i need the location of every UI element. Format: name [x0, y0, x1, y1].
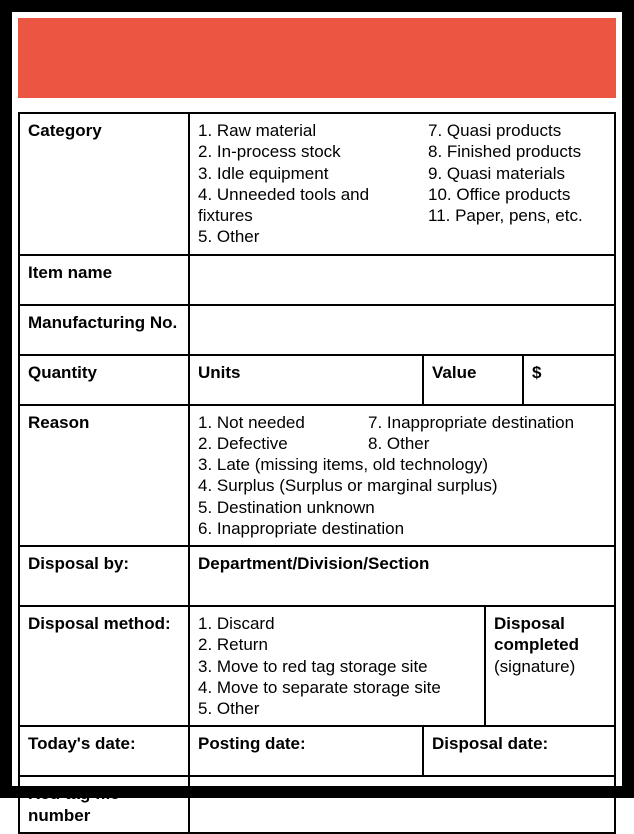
row-disposal-by: Disposal by: Department/Division/Section [20, 547, 614, 607]
reason-content: 1. Not needed 2. Defective 7. Inappropri… [190, 406, 614, 546]
reason-list-a-top: 1. Not needed 2. Defective [198, 412, 368, 455]
label-disposal-date: Disposal date: [424, 727, 614, 775]
list-item: 3. Move to red tag storage site [198, 656, 476, 677]
label-disposal-by: Disposal by: [20, 547, 190, 605]
label-red-tag: Red tag file number [20, 777, 190, 832]
disposal-by-value: Department/Division/Section [190, 547, 614, 605]
row-disposal-method: Disposal method: 1. Discard2. Return3. M… [20, 607, 614, 727]
red-tag-value[interactable] [190, 777, 614, 832]
list-item: 5. Other [198, 226, 428, 247]
list-item: 7. Inappropriate destination [368, 412, 574, 433]
signature-label: (signature) [494, 657, 575, 676]
reason-item: 3. Late (missing items, old technology) [198, 454, 606, 475]
list-item: 4. Move to separate storage site [198, 677, 476, 698]
list-item: 1. Discard [198, 613, 476, 634]
label-disposal-method: Disposal method: [20, 607, 190, 725]
label-posting-date: Posting date: [190, 727, 424, 775]
row-category: Category 1. Raw material2. In-process st… [20, 114, 614, 256]
label-todays-date: Today's date: [20, 727, 190, 775]
label-quantity: Quantity [20, 356, 190, 404]
form-container: Category 1. Raw material2. In-process st… [0, 0, 634, 798]
label-reason: Reason [20, 406, 190, 546]
disposal-completed-box[interactable]: Disposal completed (signature) [484, 607, 614, 725]
label-category: Category [20, 114, 190, 254]
row-dates: Today's date: Posting date: Disposal dat… [20, 727, 614, 777]
list-item: 7. Quasi products [428, 120, 606, 141]
row-mfg-no: Manufacturing No. [20, 306, 614, 356]
category-list-b: 7. Quasi products8. Finished products9. … [428, 120, 606, 248]
list-item: 9. Quasi materials [428, 163, 606, 184]
list-item: 2. In-process stock [198, 141, 428, 162]
reason-item: 4. Surplus (Surplus or marginal surplus) [198, 475, 606, 496]
label-dollar: $ [524, 356, 614, 404]
list-item: 10. Office products [428, 184, 606, 205]
list-item: 1. Raw material [198, 120, 428, 141]
disposal-method-list: 1. Discard2. Return3. Move to red tag st… [198, 613, 476, 719]
item-name-value[interactable] [190, 256, 614, 304]
list-item: 8. Other [368, 433, 574, 454]
disposal-method-list-wrap: 1. Discard2. Return3. Move to red tag st… [190, 607, 484, 725]
disposal-completed-label: Disposal completed [494, 613, 606, 656]
reason-item: 2. Defective [198, 433, 368, 454]
reason-item: 6. Inappropriate destination [198, 518, 606, 539]
reason-item: 5. Destination unknown [198, 497, 606, 518]
list-item: 5. Other [198, 698, 476, 719]
reason-item: 1. Not needed [198, 412, 368, 433]
list-item: 8. Finished products [428, 141, 606, 162]
list-item: 3. Idle equipment [198, 163, 428, 184]
category-content: 1. Raw material2. In-process stock3. Idl… [190, 114, 614, 254]
label-value: Value [424, 356, 524, 404]
category-list-a: 1. Raw material2. In-process stock3. Idl… [198, 120, 428, 248]
row-reason: Reason 1. Not needed 2. Defective 7. Ina… [20, 406, 614, 548]
label-mfg-no: Manufacturing No. [20, 306, 190, 354]
header-band [18, 18, 616, 98]
label-units: Units [190, 356, 424, 404]
list-item: 4. Unneeded tools and fixtures [198, 184, 428, 227]
reason-list-a-rest: 3. Late (missing items, old technology) … [198, 454, 606, 539]
list-item: 11. Paper, pens, etc. [428, 205, 606, 226]
row-red-tag: Red tag file number [20, 777, 614, 834]
list-item: 2. Return [198, 634, 476, 655]
mfg-no-value[interactable] [190, 306, 614, 354]
reason-list-b: 7. Inappropriate destination8. Other [368, 412, 574, 455]
form-table: Category 1. Raw material2. In-process st… [18, 112, 616, 834]
row-item-name: Item name [20, 256, 614, 306]
row-quantity: Quantity Units Value $ [20, 356, 614, 406]
label-item-name: Item name [20, 256, 190, 304]
